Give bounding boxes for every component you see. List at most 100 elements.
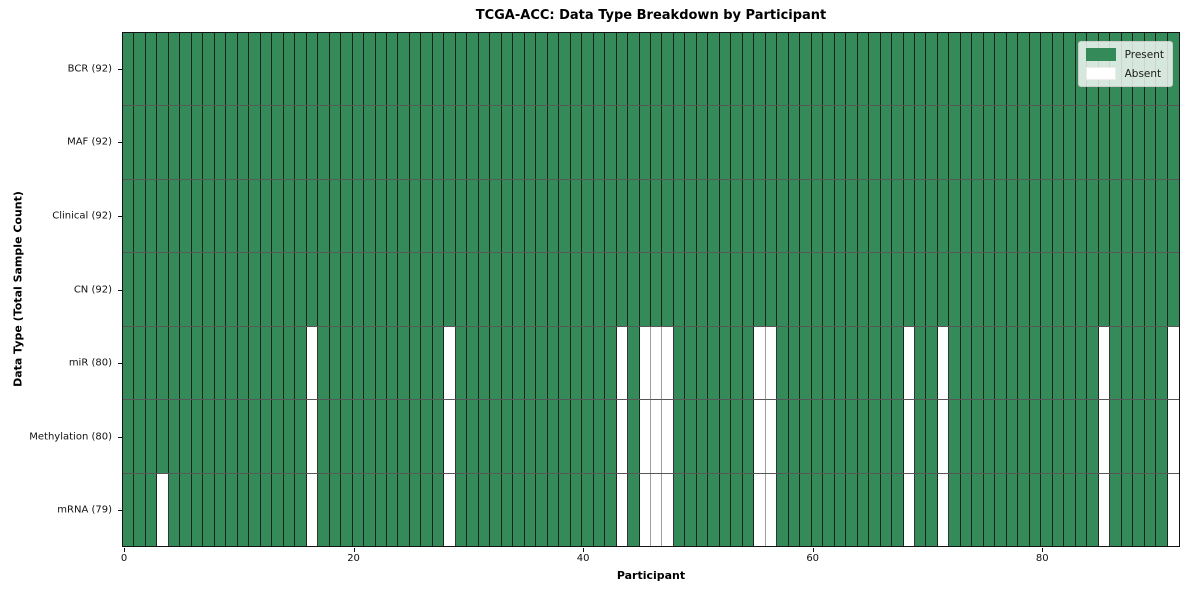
heatmap-cell [237,473,250,546]
heatmap-cell [1167,33,1179,106]
heatmap-cell [421,253,433,326]
heatmap-cell [375,33,387,106]
heatmap-cell [191,179,204,253]
heatmap-cell [708,326,720,400]
heatmap-cell [915,106,927,179]
heatmap-cell [915,326,927,400]
heatmap-cell [157,33,169,106]
heatmap-cell [605,400,617,473]
y-tick-label-Methylation: Methylation (80) [29,431,112,443]
heatmap-cell [478,253,491,326]
heatmap-cell [754,253,766,326]
heatmap-cell [846,253,858,326]
heatmap-cell [869,179,881,253]
heatmap-cell [593,106,606,179]
heatmap-cell [754,106,766,179]
heatmap-cell [180,179,192,253]
heatmap-cell [214,326,227,400]
heatmap-cell [145,253,158,326]
heatmap-cell [834,253,847,326]
heatmap-cell [249,106,261,179]
heatmap-cell [260,326,273,400]
heatmap-cell [972,473,984,546]
heatmap-cell [1098,473,1111,546]
heatmap-cell [536,400,548,473]
heatmap-cell [1029,326,1042,400]
heatmap-cell [455,326,468,400]
legend-label-present: Present [1124,48,1164,61]
heatmap-cell [467,106,479,179]
heatmap-cell [673,253,686,326]
heatmap-cell [455,106,468,179]
heatmap-cell [134,106,146,179]
heatmap-cell [180,326,192,400]
heatmap-cell [318,253,330,326]
heatmap-cell [662,253,674,326]
heatmap-cell [295,33,307,106]
heatmap-cell [1133,179,1145,253]
heatmap-cell [857,473,870,546]
heatmap-cell [605,179,617,253]
heatmap-cell [134,400,146,473]
heatmap-cell [869,400,881,473]
heatmap-cell [834,400,847,473]
heatmap-cell [157,400,169,473]
heatmap-cell [903,400,915,473]
heatmap-cell [1075,326,1088,400]
x-tick-mark [812,548,814,552]
heatmap-cell [605,253,617,326]
heatmap-cell [972,33,984,106]
x-tick-label-0: 0 [120,553,128,564]
heatmap-cell [742,400,755,473]
heatmap-cell [1006,326,1019,400]
heatmap-cell [1075,179,1088,253]
heatmap-cell [983,400,996,473]
heatmap-cell [1087,326,1099,400]
heatmap-cell [949,473,961,546]
heatmap-cell [490,179,502,253]
heatmap-cell [800,326,812,400]
heatmap-cell [237,33,250,106]
heatmap-cell [375,253,387,326]
heatmap-cell [432,400,445,473]
heatmap-cell [800,179,812,253]
heatmap-cell [547,473,560,546]
legend-item-absent: Absent [1085,67,1164,80]
heatmap-cell [272,326,284,400]
heatmap-cell [1052,400,1065,473]
heatmap-cell [800,33,812,106]
y-tick-mark [118,363,122,365]
heatmap-cell [673,179,686,253]
heatmap-cell [731,179,743,253]
heatmap-cell [765,473,778,546]
heatmap-cell [719,473,732,546]
heatmap-cell [1052,326,1065,400]
heatmap-cell [398,253,410,326]
heatmap-cell [283,326,296,400]
heatmap-cell [949,326,961,400]
heatmap-cell [628,253,640,326]
heatmap-cell [467,179,479,253]
heatmap-cell [605,326,617,400]
heatmap-cell [467,253,479,326]
heatmap-cell [605,33,617,106]
heatmap-cell [547,253,560,326]
heatmap-cell [180,473,192,546]
heatmap-cell [203,106,215,179]
heatmap-cell [1064,253,1076,326]
heatmap-cell [1041,400,1053,473]
heatmap-cell [570,473,583,546]
heatmap-cell [1018,33,1030,106]
heatmap-cell [903,326,915,400]
heatmap-cell [168,106,181,179]
heatmap-cell [1018,400,1030,473]
heatmap-cell [869,33,881,106]
x-tick-mark [583,548,585,552]
heatmap-cell [926,179,938,253]
heatmap-cell [1052,179,1065,253]
heatmap-cell [283,33,296,106]
heatmap-cell [249,326,261,400]
heatmap-cell [834,326,847,400]
heatmap-cell [1133,106,1145,179]
heatmap-cell [651,253,663,326]
